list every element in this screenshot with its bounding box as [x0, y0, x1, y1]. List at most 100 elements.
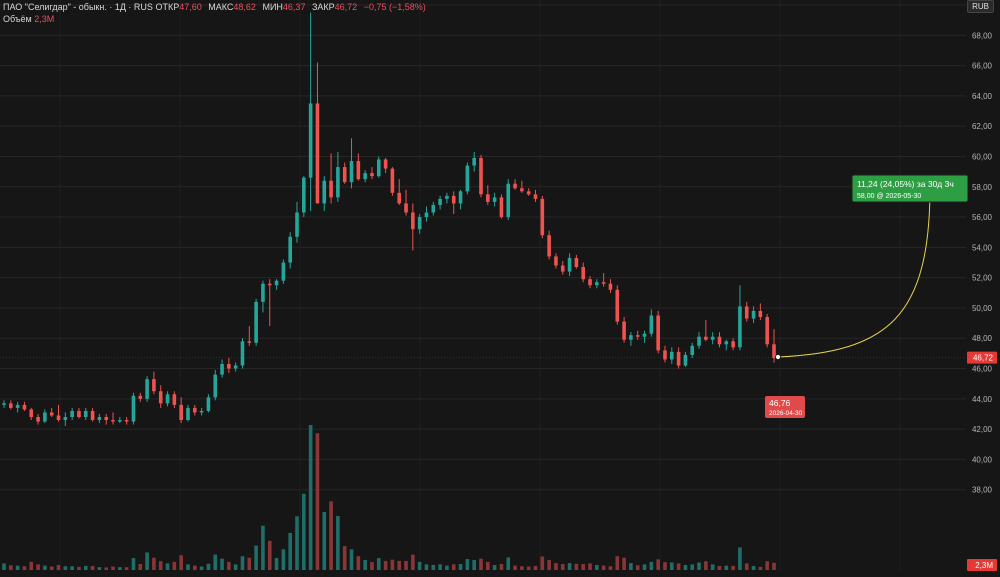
- volume-bar: [83, 565, 88, 570]
- currency-button[interactable]: RUB: [967, 0, 994, 13]
- volume-bar: [669, 562, 674, 570]
- volume-bar: [308, 425, 313, 570]
- candle-body: [49, 412, 54, 416]
- y-tick-label: 46,00: [972, 365, 993, 374]
- y-tick-label: 42,00: [972, 425, 993, 434]
- candle-body: [308, 103, 313, 178]
- volume-bar: [240, 556, 245, 570]
- volume-bar: [765, 561, 769, 570]
- candle-body: [9, 403, 13, 408]
- close-label: ЗАКР: [311, 2, 335, 12]
- candle-body: [63, 417, 68, 421]
- volume-bar: [274, 558, 279, 570]
- y-tick-label: 62,00: [972, 122, 993, 131]
- candle-body: [772, 344, 776, 358]
- volume-bar: [233, 564, 238, 570]
- volume-bar: [158, 561, 163, 570]
- volume-bar: [363, 559, 367, 570]
- candle-body: [533, 194, 538, 199]
- volume-label: Объём: [3, 14, 32, 24]
- candle-body: [233, 365, 238, 369]
- volume-bar: [451, 564, 456, 570]
- volume-bar: [390, 559, 395, 570]
- volume-bar: [554, 563, 558, 570]
- candle-body: [383, 159, 388, 169]
- y-tick-label: 54,00: [972, 243, 993, 252]
- candle-body: [451, 195, 456, 204]
- volume-bar: [349, 549, 354, 570]
- volume-bar: [622, 557, 626, 570]
- candle-body: [36, 417, 40, 422]
- candle-body: [554, 256, 558, 266]
- volume-bar: [131, 558, 136, 570]
- candle-body: [506, 183, 511, 218]
- candle-body: [465, 165, 470, 192]
- volume-bar: [683, 564, 688, 570]
- volume-bar: [445, 565, 449, 570]
- candle-body: [322, 180, 327, 204]
- volume-tag-bg: [967, 559, 997, 571]
- last-price-tag: 46,72: [973, 354, 994, 363]
- volume-bar: [220, 558, 224, 570]
- candle-body: [717, 336, 722, 345]
- volume-bar: [9, 565, 13, 570]
- volume-bar: [336, 516, 340, 570]
- candle-body: [83, 410, 88, 417]
- candle-body: [342, 167, 347, 183]
- volume-bar: [29, 561, 34, 570]
- volume-bar: [152, 557, 156, 570]
- candle-body: [29, 409, 34, 417]
- volume-bar: [588, 563, 592, 570]
- candle-body: [240, 341, 245, 366]
- last-price-tag-bg: [967, 351, 997, 364]
- candle-body: [656, 315, 660, 351]
- candle-body: [499, 197, 504, 218]
- candle-body: [158, 391, 163, 404]
- candle-body: [411, 212, 415, 230]
- y-tick-label: 40,00: [972, 455, 993, 464]
- open-value: 47,60: [179, 2, 202, 12]
- candle-body: [649, 315, 654, 334]
- y-tick-label: 50,00: [972, 304, 993, 313]
- high-value: 48,62: [233, 2, 256, 12]
- candle-body: [43, 412, 47, 422]
- candle-body: [186, 407, 190, 421]
- candle-body: [622, 321, 626, 340]
- volume-bar: [540, 556, 545, 570]
- volume-bar: [560, 564, 565, 570]
- candle-body: [288, 236, 292, 263]
- candle-body: [363, 173, 367, 180]
- candle-body: [336, 167, 340, 198]
- volume-bar: [213, 554, 218, 570]
- candle-body: [192, 407, 197, 413]
- volume-bar: [635, 565, 640, 570]
- volume-bar: [431, 564, 436, 570]
- volume-bar: [513, 565, 517, 570]
- candle-body: [329, 180, 333, 198]
- volume-bar: [383, 560, 388, 570]
- candle-body: [227, 363, 231, 369]
- candle-body: [220, 363, 224, 375]
- volume-bar: [145, 552, 149, 570]
- volume-bar: [36, 564, 40, 570]
- volume-bar: [186, 564, 190, 570]
- symbol-header: ПАО "Селигдар" - обыкн. · 1Д · RUS ОТКР4…: [3, 2, 430, 12]
- candle-body: [165, 394, 170, 404]
- candle-body: [458, 191, 463, 204]
- volume-bar: [608, 566, 613, 570]
- volume-header: Объём 2,3M: [3, 14, 54, 24]
- candle-body: [431, 204, 436, 213]
- candle-body: [595, 282, 599, 286]
- candle-body: [370, 173, 374, 177]
- last-point-box: [765, 396, 805, 418]
- volume-bar: [261, 525, 265, 570]
- candle-body: [669, 351, 674, 360]
- volume-bar: [56, 564, 61, 570]
- volume-bar: [520, 566, 524, 570]
- volume-bar: [697, 562, 701, 570]
- volume-bar: [104, 567, 109, 570]
- target-box: [851, 174, 969, 203]
- candle-body: [213, 374, 218, 398]
